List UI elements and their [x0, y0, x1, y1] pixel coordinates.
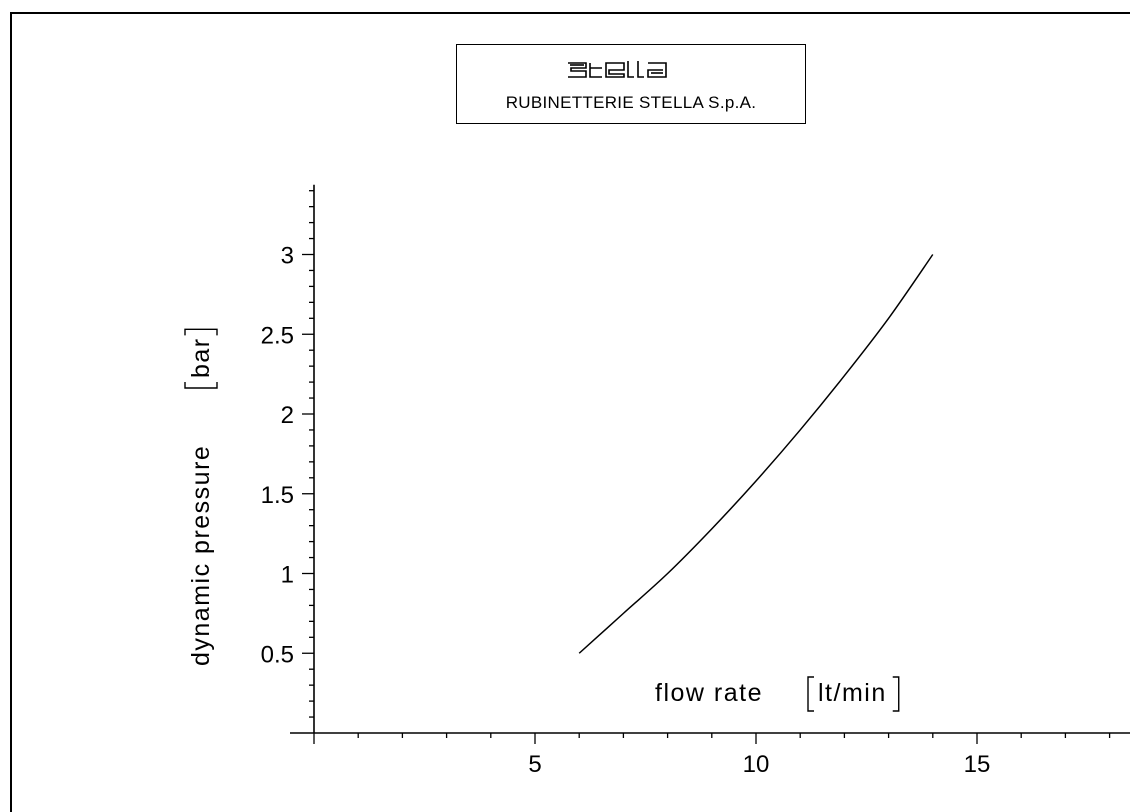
series-line — [578, 254, 934, 654]
x-axis-unit: lt/min — [807, 676, 900, 712]
y-axis-unit: bar — [184, 328, 218, 389]
x-axis-unit-text: lt/min — [818, 679, 887, 707]
tick-labels: 51015200.511.522.53 — [261, 243, 991, 779]
company-logo-box: RUBINETTERIE STELLA S.p.A. — [456, 44, 806, 124]
x-unit-left-bracket — [807, 676, 814, 712]
x-tick-label: 10 — [743, 751, 770, 778]
x-tick-label: 15 — [964, 751, 991, 778]
y-tick-label: 2.5 — [261, 322, 294, 349]
y-axis-title-group: dynamic pressure — [187, 445, 215, 666]
x-axis-title: flow rate — [655, 679, 763, 707]
axes — [290, 184, 1130, 734]
y-tick-label: 0.5 — [261, 641, 294, 668]
x-axis-label: flow rate — [655, 679, 763, 707]
y-tick-label: 2 — [281, 402, 294, 429]
y-unit-left-bracket — [184, 382, 218, 389]
figure-frame — [10, 12, 1130, 812]
y-tick-label: 1.5 — [261, 482, 294, 509]
y-unit-group: bar — [184, 328, 218, 389]
y-axis-title: dynamic pressure — [187, 445, 215, 666]
y-tick-label: 3 — [281, 243, 294, 270]
ticks — [302, 190, 1111, 744]
y-unit-right-bracket — [184, 328, 218, 336]
company-name: RUBINETTERIE STELLA S.p.A. — [505, 93, 757, 112]
y-axis-unit-text: bar — [187, 337, 215, 378]
y-tick-label: 1 — [281, 562, 294, 589]
stella-wordmark-graphic — [568, 61, 667, 78]
series — [578, 254, 934, 654]
stella-logo — [457, 59, 805, 86]
x-unit-right-bracket — [892, 676, 900, 712]
x-tick-label: 5 — [528, 751, 541, 778]
